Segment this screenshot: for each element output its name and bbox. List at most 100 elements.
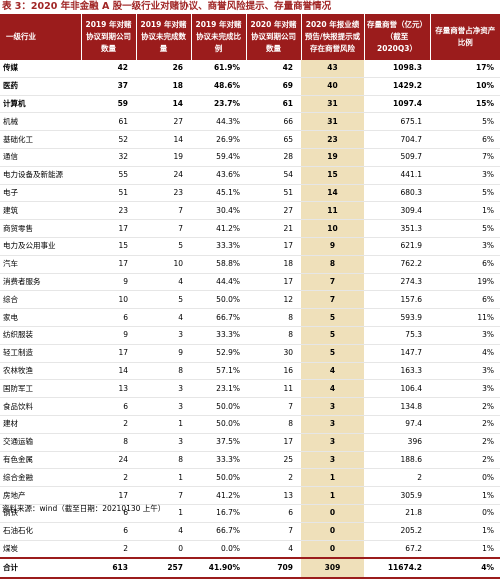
industry-cell: 纺织服装	[0, 326, 81, 345]
table-body: 传媒 42 26 61.9% 42 43 1098.3 17% 医药 37 18 48.6% 69 40 1…	[0, 60, 500, 559]
industry-cell: 综合金融	[0, 468, 81, 488]
table-cell: 41.2%	[191, 486, 246, 505]
header-2019-due: 2019 年对赌协议到期公司数量	[80, 14, 136, 60]
table-cell: 50.0%	[191, 290, 246, 310]
table-cell: 18	[136, 77, 191, 96]
table-cell: 59.4%	[191, 148, 246, 167]
risk-count-cell: 15	[301, 166, 364, 185]
table-cell: 0	[136, 540, 191, 559]
table-cell: 27	[246, 201, 301, 221]
table-cell: 762.2	[364, 255, 430, 274]
table-row: 交通运输 8 3 37.5% 17 3 396 2%	[0, 433, 500, 452]
industry-cell: 建材	[0, 415, 81, 434]
table-cell: 50.0%	[191, 397, 246, 416]
table-cell: 7	[136, 219, 191, 238]
table-cell: 4	[136, 308, 191, 327]
table-row: 家电 6 4 66.7% 8 5 593.9 11%	[0, 308, 500, 327]
table-cell: 2	[246, 468, 301, 488]
table-cell: 50.0%	[191, 468, 246, 488]
risk-count-cell: 3	[301, 415, 364, 434]
table-cell: 17	[246, 273, 301, 292]
table-cell: 52	[81, 130, 136, 149]
table-row: 通信 32 19 59.4% 28 19 509.7 7%	[0, 148, 500, 167]
table-cell: 32	[81, 148, 136, 167]
table-row: 石油石化 6 4 66.7% 7 0 205.2 1%	[0, 522, 500, 541]
table-cell: 205.2	[364, 522, 430, 541]
table-cell: 6	[81, 308, 136, 327]
risk-count-cell: 7	[301, 290, 364, 310]
table-cell: 396	[364, 433, 430, 452]
table-cell: 680.3	[364, 184, 430, 203]
table-cell: 17	[81, 344, 136, 363]
table-cell: 23.1%	[191, 379, 246, 399]
table-cell: 3	[136, 379, 191, 399]
table-cell: 19	[136, 148, 191, 167]
industry-cell: 家电	[0, 308, 81, 327]
table-cell: 13	[246, 486, 301, 505]
table-row: 综合金融 2 1 50.0% 2 1 2 0%	[0, 468, 500, 488]
industry-cell: 商贸零售	[0, 219, 81, 238]
table-cell: 55	[81, 166, 136, 185]
table-row: 房地产 17 7 41.2% 13 1 305.9 1%	[0, 486, 500, 505]
header-2019-unfinished-ratio: 2019 年对赌协议未完成比例	[190, 14, 246, 60]
table-cell: 1	[136, 415, 191, 434]
table-cell: 61	[246, 95, 301, 114]
table-cell: 17	[81, 219, 136, 238]
industry-cell: 煤炭	[0, 540, 81, 559]
header-row: 一级行业 2019 年对赌协议到期公司数量 2019 年对赌协议未完成数量 20…	[0, 14, 500, 60]
table-row: 机械 61 27 44.3% 66 31 675.1 5%	[0, 112, 500, 132]
table-row: 国防军工 13 3 23.1% 11 4 106.4 3%	[0, 379, 500, 399]
table-cell: 61.9%	[191, 60, 246, 78]
industry-cell: 房地产	[0, 486, 81, 505]
table-cell: 33.3%	[191, 326, 246, 345]
table-cell: 10%	[430, 77, 500, 96]
risk-count-cell: 11	[301, 201, 364, 221]
table-cell: 5	[136, 290, 191, 310]
table-cell: 48.6%	[191, 77, 246, 96]
table-cell: 17	[246, 433, 301, 452]
table-cell: 50.0%	[191, 415, 246, 434]
table-cell: 45.1%	[191, 184, 246, 203]
table-cell: 6%	[430, 290, 500, 310]
risk-count-cell: 4	[301, 379, 364, 399]
table-row: 医药 37 18 48.6% 69 40 1429.2 10%	[0, 77, 500, 96]
table-cell: 2	[81, 468, 136, 488]
industry-cell: 电子	[0, 184, 81, 203]
table-cell: 134.8	[364, 397, 430, 416]
table-cell: 3%	[430, 326, 500, 345]
table-cell: 27	[136, 112, 191, 132]
table-cell: 44.3%	[191, 112, 246, 132]
table-cell: 1098.3	[364, 60, 430, 78]
table-cell: 351.3	[364, 219, 430, 238]
table-cell: 58.8%	[191, 255, 246, 274]
table-cell: 25	[246, 451, 301, 470]
goodwill-table: 一级行业 2019 年对赌协议到期公司数量 2019 年对赌协议未完成数量 20…	[0, 14, 500, 579]
risk-count-cell: 5	[301, 344, 364, 363]
table-cell: 33.3%	[191, 237, 246, 256]
table-cell: 13	[81, 379, 136, 399]
table-cell: 17	[246, 237, 301, 256]
risk-count-cell: 31	[301, 112, 364, 132]
table-cell: 8	[246, 326, 301, 345]
industry-cell: 轻工制造	[0, 344, 81, 363]
table-cell: 24	[81, 451, 136, 470]
industry-cell: 农林牧渔	[0, 362, 81, 381]
table-cell: 33.3%	[191, 451, 246, 470]
table-cell: 1097.4	[364, 95, 430, 114]
table-cell: 3	[136, 397, 191, 416]
risk-count-cell: 5	[301, 308, 364, 327]
source-note: 资料来源：wind（截至日期：20210130 上午）	[2, 504, 166, 513]
table-cell: 2%	[430, 397, 500, 416]
total-cell: 613	[81, 557, 136, 579]
table-cell: 2	[81, 540, 136, 559]
industry-cell: 机械	[0, 112, 81, 132]
industry-cell: 通信	[0, 148, 81, 167]
table-cell: 274.3	[364, 273, 430, 292]
table-row: 商贸零售 17 7 41.2% 21 10 351.3 5%	[0, 219, 500, 238]
risk-count-cell: 1	[301, 468, 364, 488]
header-industry: 一级行业	[0, 14, 81, 60]
risk-count-cell: 43	[301, 60, 364, 78]
table-cell: 37.5%	[191, 433, 246, 452]
table-cell: 6%	[430, 255, 500, 274]
table-cell: 51	[81, 184, 136, 203]
